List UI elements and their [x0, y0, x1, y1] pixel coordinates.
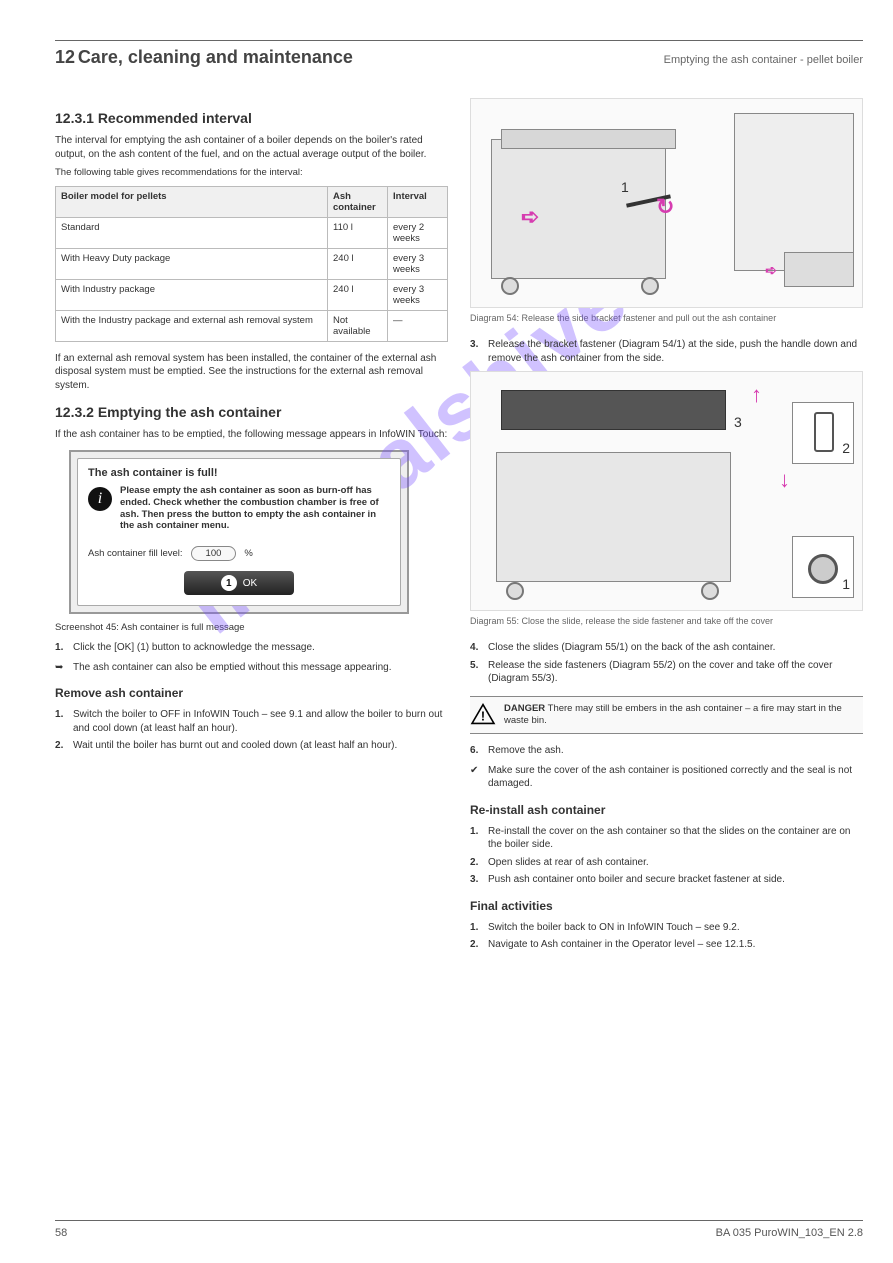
fill-label: Ash container fill level: [88, 548, 183, 559]
callout-1: 1 [842, 576, 850, 592]
info-icon: i [88, 487, 112, 511]
fill-unit: % [244, 548, 252, 559]
cell: every 3 weeks [388, 248, 448, 279]
table-row: With the Industry package and external a… [56, 310, 448, 341]
cell: every 2 weeks [388, 217, 448, 248]
right-column: 1 ➪ ↻ ➪ Diagram 54: Release the side bra… [470, 98, 863, 958]
interval-table: Boiler model for pellets Ash container I… [55, 186, 448, 342]
cell: With Industry package [56, 279, 328, 310]
result-note: The ash container can also be emptied wi… [55, 661, 448, 675]
heading-interval: 12.3.1 Recommended interval [55, 110, 448, 126]
cell: With the Industry package and external a… [56, 310, 328, 341]
callout-2: 2 [842, 440, 850, 456]
callout-1: 1 [221, 575, 237, 591]
direction-arrow-icon: ➪ [521, 204, 539, 230]
down-arrow-icon: ↓ [779, 467, 790, 493]
step-reinstall: Push ash container onto boiler and secur… [470, 873, 863, 887]
step-reinstall: Re-install the cover on the ash containe… [470, 825, 863, 852]
step-ok: Click the [OK] (1) button to acknowledge… [55, 641, 448, 655]
table-row: Standard 110 l every 2 weeks [56, 217, 448, 248]
danger-label: DANGER [504, 703, 545, 714]
fill-value: 100 [191, 546, 237, 561]
step-remove: Wait until the boiler has burnt out and … [55, 739, 448, 753]
cell: 240 l [328, 248, 388, 279]
direction-arrow-icon: ➪ [765, 262, 777, 279]
table-row: With Industry package 240 l every 3 week… [56, 279, 448, 310]
cell: — [388, 310, 448, 341]
dialog-caption: Screenshot 45: Ash container is full mes… [55, 622, 448, 635]
step-fig2: Release the side fasteners (Diagram 55/2… [470, 659, 863, 686]
cell: Not available [328, 310, 388, 341]
step-fig2: Close the slides (Diagram 55/1) on the b… [470, 641, 863, 655]
warning-icon: ! [470, 703, 496, 725]
figure-54-caption: Diagram 54: Release the side bracket fas… [470, 312, 863, 324]
danger-box: ! DANGER There may still be embers in th… [470, 696, 863, 735]
cell: 240 l [328, 279, 388, 310]
section-number: 12 [55, 47, 75, 67]
danger-text: There may still be embers in the ash con… [504, 703, 842, 726]
figure-55: 3 ↑ 2 ↓ 1 [470, 371, 863, 611]
check-note: Make sure the cover of the ash container… [470, 764, 863, 791]
step-remove: Switch the boiler to OFF in InfoWIN Touc… [55, 708, 448, 735]
ok-label: OK [243, 578, 257, 589]
svg-text:!: ! [481, 709, 485, 723]
cell: 110 l [328, 217, 388, 248]
figure-54: 1 ➪ ↻ ➪ [470, 98, 863, 308]
step-fig1: Release the bracket fastener (Diagram 54… [470, 338, 863, 365]
cell: With Heavy Duty package [56, 248, 328, 279]
col-header: Ash container [328, 186, 388, 217]
up-arrow-icon: ↑ [751, 382, 762, 408]
heading-remove: Remove ash container [55, 686, 448, 700]
page-header: 12 Care, cleaning and maintenance Emptyi… [55, 47, 863, 68]
callout-3: 3 [734, 414, 742, 430]
heading-empty: 12.3.2 Emptying the ash container [55, 404, 448, 420]
table-caption: The following table gives recommendation… [55, 167, 448, 180]
interval-paragraph: The interval for emptying the ash contai… [55, 134, 448, 161]
cell: every 3 weeks [388, 279, 448, 310]
page-number: 58 [55, 1227, 67, 1239]
callout-1: 1 [621, 179, 629, 195]
step-reinstall: Open slides at rear of ash container. [470, 856, 863, 870]
left-column: 12.3.1 Recommended interval The interval… [55, 98, 448, 958]
dialog-title: The ash container is full! [88, 467, 390, 479]
doc-id: BA 035 PuroWIN_103_EN 2.8 [716, 1227, 863, 1239]
table-row: With Heavy Duty package 240 l every 3 we… [56, 248, 448, 279]
section-title: Care, cleaning and maintenance [78, 47, 353, 67]
step-final: Navigate to Ash container in the Operato… [470, 938, 863, 952]
header-subtitle: Emptying the ash container - pellet boil… [664, 54, 863, 66]
col-header: Interval [388, 186, 448, 217]
page-footer: 58 BA 035 PuroWIN_103_EN 2.8 [55, 1220, 863, 1239]
step-after: Remove the ash. [470, 744, 863, 758]
dialog-screenshot: The ash container is full! i Please empt… [69, 450, 409, 615]
ok-button[interactable]: 1 OK [184, 571, 294, 595]
col-header: Boiler model for pellets [56, 186, 328, 217]
header-rule [55, 40, 863, 41]
heading-final: Final activities [470, 899, 863, 913]
figure-55-caption: Diagram 55: Close the slide, release the… [470, 615, 863, 627]
rotate-arrow-icon: ↻ [656, 194, 674, 220]
step-final: Switch the boiler back to ON in InfoWIN … [470, 921, 863, 935]
after-table-paragraph: If an external ash removal system has be… [55, 352, 448, 393]
dialog-message: Please empty the ash container as soon a… [120, 485, 390, 533]
cell: Standard [56, 217, 328, 248]
msg-intro: If the ash container has to be emptied, … [55, 428, 448, 442]
heading-reinstall: Re-install ash container [470, 803, 863, 817]
